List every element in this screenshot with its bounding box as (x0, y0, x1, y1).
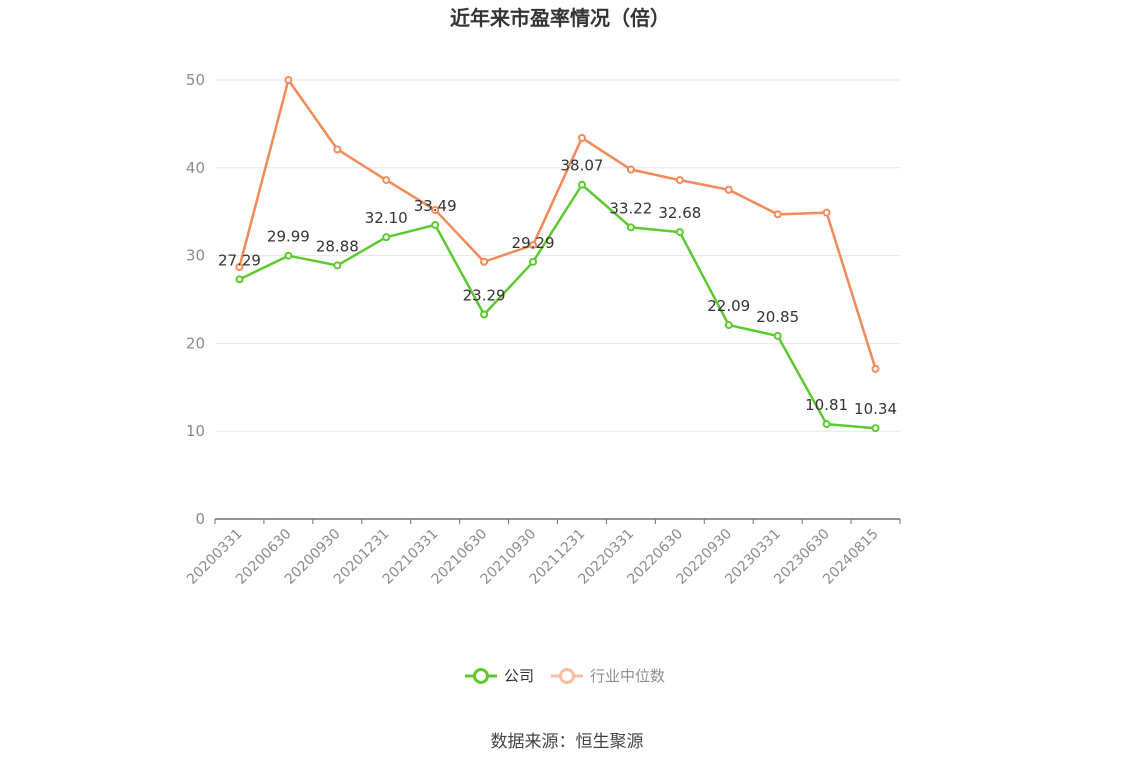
industry-median-point (577, 133, 586, 142)
company-point (577, 180, 586, 189)
grid-lines (215, 79, 900, 432)
industry-median-point (235, 263, 244, 272)
y-tick-label: 30 (186, 247, 205, 265)
company-point (529, 257, 538, 266)
company-data-label: 32.68 (658, 204, 701, 222)
company-data-label: 22.09 (707, 297, 750, 315)
industry-median-series-line (238, 78, 877, 370)
company-data-label: 32.10 (365, 209, 408, 227)
industry-median-point (675, 176, 684, 185)
company-data-label: 10.81 (805, 396, 848, 414)
company-point (431, 220, 440, 229)
legend: 公司 行业中位数 (465, 667, 665, 685)
series-layer (235, 76, 880, 433)
y-axis: 0 10 20 30 40 50 (186, 71, 205, 528)
company-data-label: 10.34 (854, 400, 897, 418)
company-point (235, 275, 244, 284)
company-data-label: 27.29 (218, 251, 261, 269)
company-point (724, 321, 733, 330)
legend-industry-marker-icon (559, 668, 575, 684)
industry-median-point (871, 364, 880, 373)
company-data-label: 28.88 (316, 237, 359, 255)
chart-title: 近年来市盈率情况（倍） (450, 6, 670, 30)
x-axis: 2020033120200630202009302020123120210331… (184, 518, 901, 588)
y-tick-label: 0 (195, 510, 205, 528)
company-data-label: 33.49 (414, 197, 457, 215)
industry-median-point (626, 165, 635, 174)
company-data-label: 29.29 (512, 234, 555, 252)
company-point (773, 331, 782, 340)
company-point (675, 228, 684, 237)
legend-company-label: 公司 (504, 667, 534, 685)
company-point (871, 424, 880, 433)
source-text: 数据来源：恒生聚源 (491, 732, 644, 752)
industry-median-point (822, 208, 831, 217)
company-series-line (238, 183, 876, 430)
company-point (333, 261, 342, 270)
legend-item-industry-median[interactable]: 行业中位数 (551, 667, 665, 685)
data-labels: 27.29 29.99 28.88 32.10 33.49 23.29 29.29 38.07… (218, 157, 897, 418)
industry-median-point (333, 145, 342, 154)
legend-company-marker-icon (473, 668, 489, 684)
legend-item-company[interactable]: 公司 (465, 667, 534, 685)
legend-industry-label: 行业中位数 (590, 667, 665, 685)
company-data-label: 38.07 (560, 157, 603, 175)
company-point (284, 251, 293, 260)
industry-median-point (284, 76, 293, 84)
industry-median-point (382, 176, 391, 185)
company-data-label: 23.29 (463, 287, 506, 305)
industry-median-point (480, 257, 489, 266)
industry-median-point (529, 241, 538, 250)
company-point (822, 420, 831, 429)
y-tick-label: 40 (186, 159, 205, 177)
company-point (626, 223, 635, 232)
y-tick-label: 20 (186, 334, 205, 352)
industry-median-point (773, 210, 782, 219)
company-data-label: 29.99 (267, 228, 310, 246)
company-point (480, 310, 489, 319)
industry-median-point (431, 205, 440, 214)
company-data-label: 33.22 (609, 199, 652, 217)
industry-median-point (724, 185, 733, 194)
company-data-label: 20.85 (756, 308, 799, 326)
company-point (382, 233, 391, 242)
y-tick-label: 50 (186, 71, 205, 89)
y-tick-label: 10 (186, 422, 205, 440)
